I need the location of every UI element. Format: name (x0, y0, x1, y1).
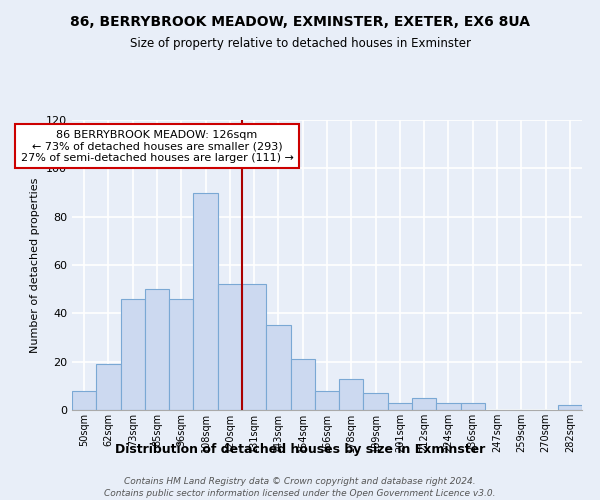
Bar (242, 284, 266, 410)
Bar (558, 405, 582, 410)
Bar (266, 326, 290, 410)
Bar (145, 289, 169, 410)
Bar (364, 393, 388, 410)
Bar (436, 403, 461, 410)
Text: 86 BERRYBROOK MEADOW: 126sqm
← 73% of detached houses are smaller (293)
27% of s: 86 BERRYBROOK MEADOW: 126sqm ← 73% of de… (20, 130, 293, 163)
Bar (169, 299, 193, 410)
Bar (218, 284, 242, 410)
Bar (412, 398, 436, 410)
Text: Contains HM Land Registry data © Crown copyright and database right 2024.: Contains HM Land Registry data © Crown c… (124, 478, 476, 486)
Bar (121, 299, 145, 410)
Bar (72, 390, 96, 410)
Bar (290, 359, 315, 410)
Bar (461, 403, 485, 410)
Y-axis label: Number of detached properties: Number of detached properties (31, 178, 40, 352)
Text: 86, BERRYBROOK MEADOW, EXMINSTER, EXETER, EX6 8UA: 86, BERRYBROOK MEADOW, EXMINSTER, EXETER… (70, 15, 530, 29)
Bar (96, 364, 121, 410)
Text: Distribution of detached houses by size in Exminster: Distribution of detached houses by size … (115, 442, 485, 456)
Bar (193, 192, 218, 410)
Bar (339, 378, 364, 410)
Bar (388, 403, 412, 410)
Bar (315, 390, 339, 410)
Text: Contains public sector information licensed under the Open Government Licence v3: Contains public sector information licen… (104, 489, 496, 498)
Text: Size of property relative to detached houses in Exminster: Size of property relative to detached ho… (130, 38, 470, 51)
